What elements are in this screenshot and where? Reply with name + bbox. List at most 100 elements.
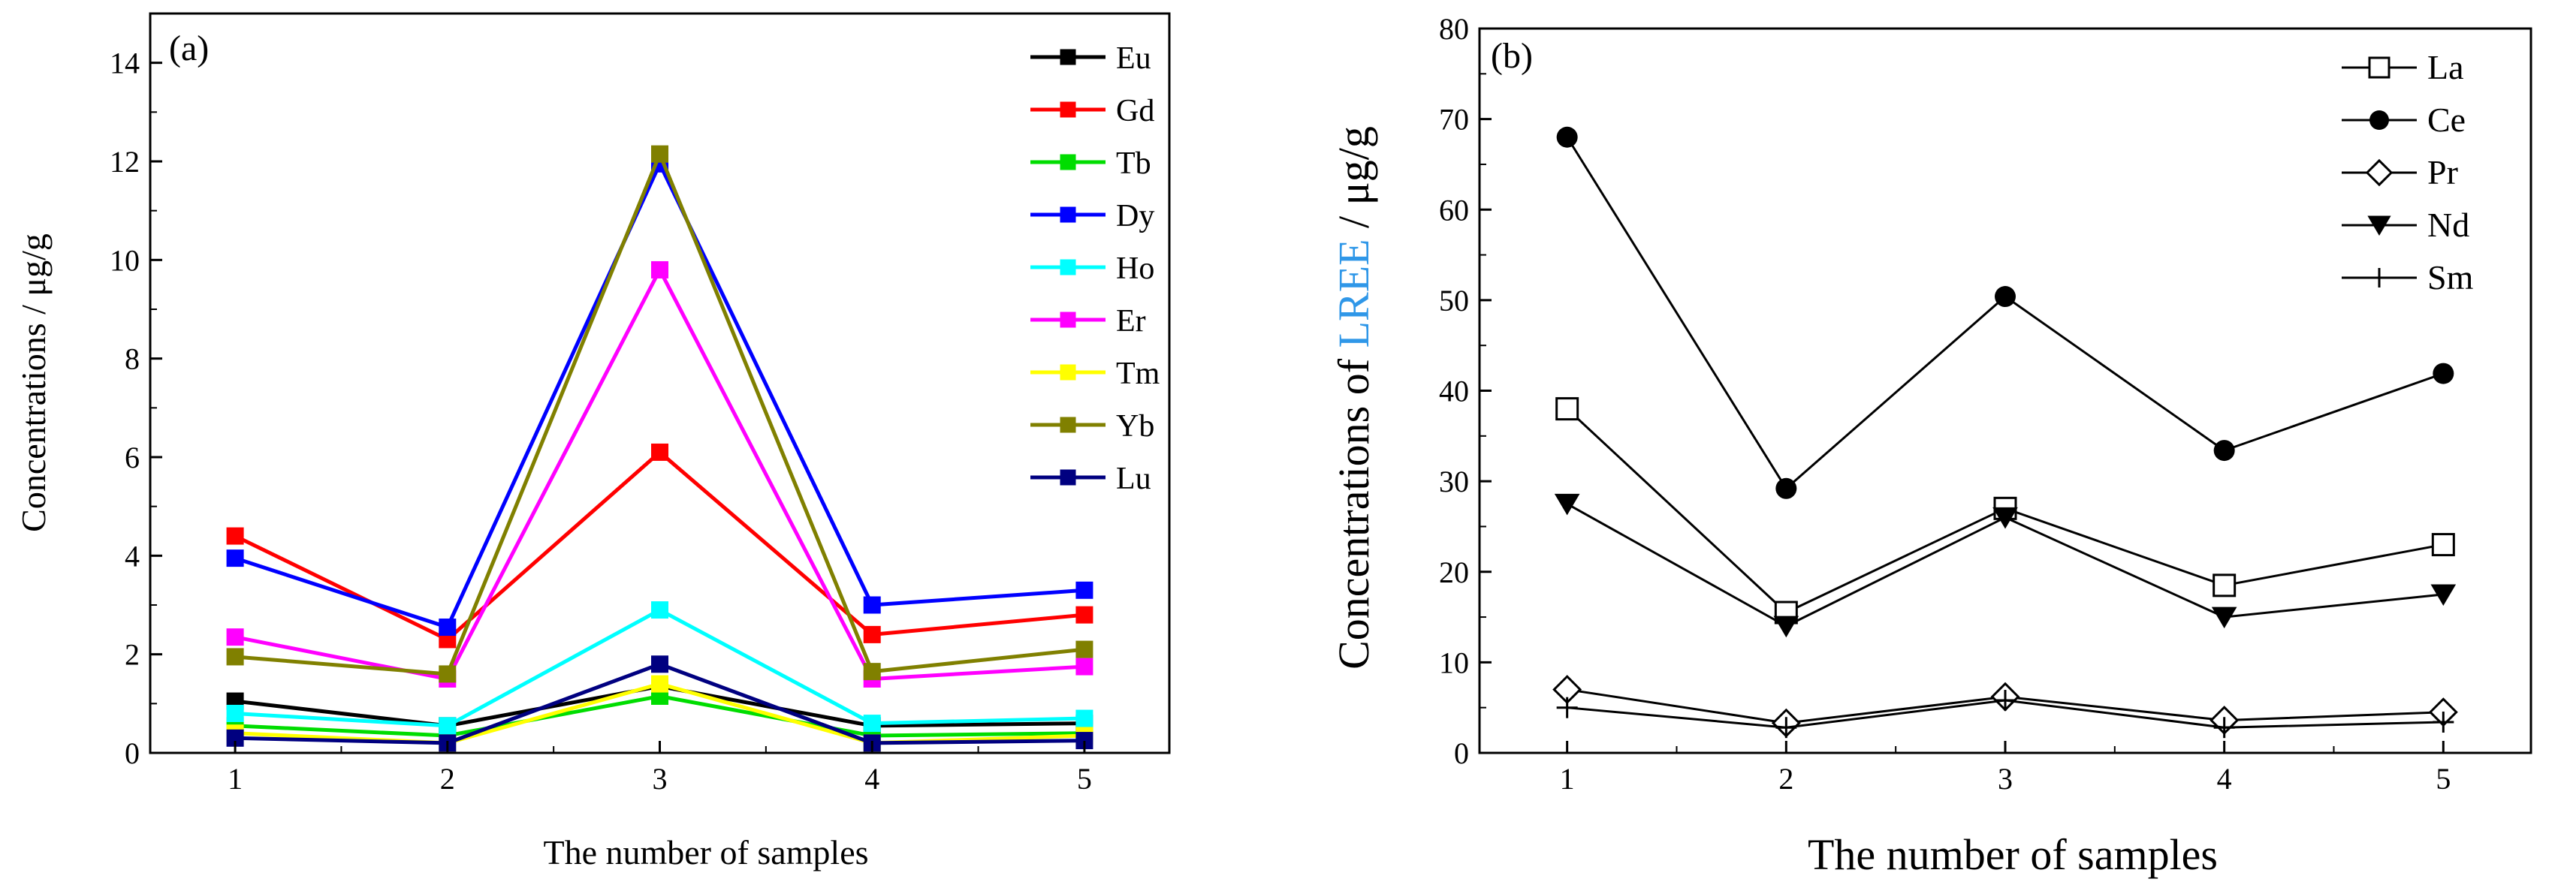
- x-tick-label: 2: [440, 762, 455, 796]
- legend-label: Dy: [1116, 199, 1154, 233]
- legend-marker: [2365, 158, 2394, 187]
- legend-label: Ce: [2427, 101, 2466, 139]
- legend-item-ho: Ho: [1030, 251, 1154, 286]
- data-point-dy-4: [863, 596, 881, 614]
- data-point-ho-3: [651, 601, 668, 619]
- data-point-la-1: [1555, 397, 1579, 421]
- data-point-nd-3: [1992, 507, 2018, 529]
- legend-marker: [2369, 268, 2389, 287]
- legend-marker: [1060, 154, 1076, 170]
- legend-label: Nd: [2427, 206, 2469, 244]
- data-point-nd-1: [1554, 493, 1580, 516]
- x-tick-label: 2: [1778, 762, 1793, 796]
- data-point-er-3: [651, 260, 668, 278]
- legend-marker: [1060, 49, 1076, 65]
- data-point-dy-2: [439, 619, 457, 637]
- series-yb: [226, 145, 1093, 683]
- y-tick-label: 60: [1439, 193, 1469, 227]
- legend-marker: [2369, 110, 2389, 130]
- legend-a: Eu Gd Tb Dy Ho Er Tm Yb Lu: [1030, 41, 1160, 496]
- legend-label: Gd: [1116, 94, 1154, 128]
- data-point-yb-4: [863, 663, 881, 681]
- data-point-ho-2: [439, 717, 457, 735]
- y-tick-label: 10: [1439, 646, 1469, 679]
- panel-label-b: (b): [1491, 36, 1533, 76]
- data-point-nd-5: [2430, 584, 2457, 607]
- y-axis-label-b: Concentrations of LREE / μg/g: [1329, 126, 1378, 670]
- legend-item-yb: Yb: [1030, 409, 1154, 444]
- x-tick-label: 1: [1560, 762, 1575, 796]
- data-point-lu-3: [651, 655, 668, 673]
- data-point-gd-3: [651, 443, 668, 461]
- data-point-ce-5: [2433, 363, 2454, 384]
- y-tick-label: 50: [1439, 284, 1469, 318]
- legend-label: Er: [1116, 304, 1146, 339]
- data-point-dy-1: [226, 549, 244, 567]
- data-point-ho-4: [863, 715, 881, 733]
- legend-marker: [1060, 469, 1076, 486]
- data-point-la-5: [2431, 533, 2455, 557]
- x-axis-label-a: The number of samples: [543, 833, 868, 871]
- x-tick-label: 3: [1998, 762, 2013, 796]
- legend-item-tb: Tb: [1030, 146, 1151, 181]
- y-tick-label: 10: [110, 243, 140, 277]
- data-point-sm-4: [2213, 717, 2235, 739]
- plot-frame-b: [1478, 27, 2532, 754]
- y-axis-label-b-suffix: / μg/g: [1329, 126, 1378, 239]
- y-axis-label-b-prefix: Concentrations of: [1329, 348, 1378, 669]
- legend-marker: [1060, 101, 1076, 118]
- y-tick-label: 8: [125, 342, 140, 376]
- data-point-sm-5: [2433, 711, 2454, 733]
- legend-b: La Ce Pr Nd Sm: [2342, 48, 2474, 296]
- series-group-a: [226, 145, 1093, 752]
- x-tick-label: 1: [228, 762, 243, 796]
- data-point-sm-3: [1995, 690, 2016, 712]
- y-tick-label: 40: [1439, 375, 1469, 408]
- legend-item-sm: Sm: [2342, 258, 2474, 296]
- data-point-tm-3: [651, 675, 668, 693]
- y-tick-label: 14: [110, 47, 140, 80]
- legend-item-tm: Tm: [1030, 357, 1160, 391]
- legend-label: La: [2427, 48, 2464, 86]
- y-tick-label: 20: [1439, 555, 1469, 589]
- series-ce: [1556, 126, 2454, 499]
- y-tick-label: 0: [125, 736, 140, 770]
- data-point-yb-5: [1075, 640, 1093, 658]
- series-er: [226, 260, 1093, 688]
- legend-marker: [2367, 215, 2391, 236]
- legend-label: Lu: [1116, 462, 1151, 496]
- series-line-ce: [1566, 136, 2444, 491]
- data-point-gd-1: [226, 527, 244, 545]
- legend-item-er: Er: [1030, 304, 1146, 339]
- legend-marker: [1060, 312, 1076, 328]
- x-tick-label: 4: [864, 762, 879, 796]
- x-tick-label: 3: [653, 762, 668, 796]
- data-point-yb-1: [226, 648, 244, 666]
- legend-label: Eu: [1116, 41, 1151, 76]
- legend-label: Yb: [1116, 409, 1154, 444]
- x-tick-label: 4: [2217, 762, 2232, 796]
- data-point-ce-4: [2213, 440, 2235, 462]
- panel-label-a: (a): [169, 29, 209, 68]
- plot-frame-a: [149, 12, 1171, 754]
- series-line-dy: [234, 159, 1085, 630]
- legend-item-ce: Ce: [2342, 101, 2466, 139]
- y-tick-label: 4: [125, 539, 140, 573]
- series-group-b: [1552, 126, 2458, 739]
- series-lu: [226, 655, 1093, 752]
- data-point-sm-1: [1556, 697, 1578, 718]
- legend-item-la: La: [2342, 48, 2464, 86]
- series-sm: [1556, 690, 2454, 739]
- data-point-yb-2: [439, 665, 457, 683]
- legend-label: Tm: [1116, 357, 1160, 391]
- legend-label: Ho: [1116, 251, 1154, 286]
- legend-label: Sm: [2427, 258, 2474, 296]
- y-tick-label: 12: [110, 145, 140, 179]
- data-point-er-1: [226, 628, 244, 646]
- x-axis-label-b: The number of samples: [1808, 830, 2218, 879]
- x-tick-label: 5: [2436, 762, 2451, 796]
- data-point-gd-4: [863, 625, 881, 643]
- legend-item-pr: Pr: [2342, 153, 2458, 191]
